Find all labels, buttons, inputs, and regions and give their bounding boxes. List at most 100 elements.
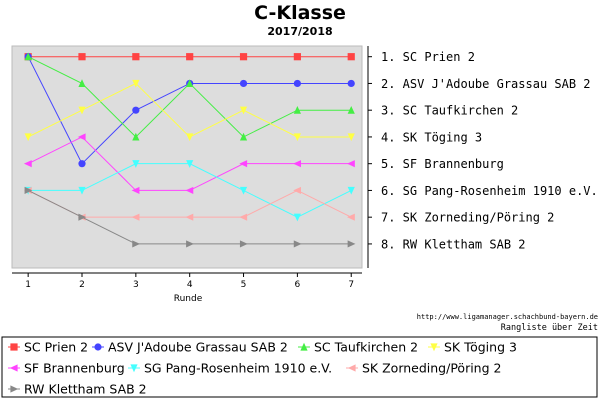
legend-marker xyxy=(347,364,356,372)
source-url[interactable]: http://www.ligamanager.schachbund-bayern… xyxy=(417,313,598,321)
data-point xyxy=(132,132,140,141)
data-point xyxy=(78,160,86,168)
data-point xyxy=(239,160,248,168)
legend-label: SK Zorneding/Pöring 2 xyxy=(362,361,501,376)
data-point xyxy=(293,105,301,114)
data-point xyxy=(78,79,86,88)
data-point xyxy=(347,186,355,195)
data-point xyxy=(78,186,86,195)
data-point xyxy=(185,186,194,195)
legend-label: RW Klettham SAB 2 xyxy=(24,382,147,397)
data-point xyxy=(293,213,301,222)
data-point xyxy=(293,79,301,88)
data-point xyxy=(347,213,355,221)
legend-label: SK Töging 3 xyxy=(444,340,517,355)
legend-item: SK Töging 3 xyxy=(428,340,517,355)
plot-area xyxy=(11,45,363,269)
legend-item: SG Pang-Rosenheim 1910 e.V. xyxy=(128,361,332,376)
standing-label: 8. RW Klettham SAB 2 xyxy=(381,237,526,251)
legend-label: SF Brannenburg xyxy=(24,361,125,376)
series-3 xyxy=(24,52,355,141)
legend-item: ASV J'Adoube Grassau SAB 2 xyxy=(92,340,288,355)
x-tick-label: 3 xyxy=(133,280,139,290)
data-point xyxy=(293,133,301,142)
data-point xyxy=(186,53,194,61)
data-point xyxy=(186,79,194,88)
series-4 xyxy=(24,79,355,142)
data-point xyxy=(186,133,194,142)
data-point xyxy=(293,240,302,248)
series-5 xyxy=(23,133,355,195)
legend-marker xyxy=(9,364,18,372)
data-point xyxy=(186,240,194,248)
x-axis-label: Runde xyxy=(174,294,203,304)
data-point xyxy=(293,53,301,61)
legend-marker xyxy=(430,343,438,352)
x-tick-label: 7 xyxy=(348,280,354,290)
data-point xyxy=(347,53,355,61)
legend-item: RW Klettham SAB 2 xyxy=(8,382,147,397)
legend-marker xyxy=(10,385,19,393)
data-point xyxy=(186,160,194,168)
data-point xyxy=(293,186,301,195)
data-point xyxy=(132,160,140,168)
series-8 xyxy=(24,186,356,248)
data-point xyxy=(23,160,32,168)
data-point xyxy=(239,213,248,221)
chart-title-group: C-Klasse 2017/2018 xyxy=(254,2,346,38)
data-point xyxy=(347,133,355,142)
x-axis-ticks: 1 2 3 4 5 6 7 xyxy=(25,273,354,290)
data-point xyxy=(78,213,87,221)
standing-label: 2. ASV J'Adoube Grassau SAB 2 xyxy=(381,77,591,91)
x-tick-label: 1 xyxy=(25,280,31,290)
x-tick-label: 5 xyxy=(241,280,247,290)
data-point xyxy=(78,106,86,115)
chart-subtitle: 2017/2018 xyxy=(267,25,332,38)
legend-item: SC Taufkirchen 2 xyxy=(298,340,418,355)
data-point xyxy=(132,79,140,88)
chart-caption: Rangliste über Zeit xyxy=(501,323,598,333)
standings-labels: 1. SC Prien 2 2. ASV J'Adoube Grassau SAB… xyxy=(368,50,598,251)
standing-label: 7. SK Zorneding/Pöring 2 xyxy=(381,211,554,225)
legend-item: SF Brannenburg xyxy=(8,361,125,376)
data-point xyxy=(239,186,248,195)
legend-label: SC Prien 2 xyxy=(24,340,88,355)
legend-marker xyxy=(94,343,102,351)
data-point xyxy=(132,53,140,61)
legend: SC Prien 2 ASV J'Adoube Grassau SAB 2 SC T… xyxy=(8,340,517,397)
legend-marker xyxy=(300,342,308,351)
data-point xyxy=(78,53,86,61)
data-point xyxy=(347,105,355,114)
data-point xyxy=(24,52,32,61)
legend-item: SC Prien 2 xyxy=(8,340,88,355)
x-tick-label: 2 xyxy=(79,280,85,290)
chart-title: C-Klasse xyxy=(254,2,346,24)
data-point xyxy=(185,213,194,221)
standing-label: 5. SF Brannenburg xyxy=(381,157,504,171)
data-point xyxy=(132,240,141,248)
standing-label: 6. SG Pang-Rosenheim 1910 e.V. xyxy=(381,184,598,198)
legend-label: SC Taufkirchen 2 xyxy=(314,340,418,355)
data-point xyxy=(239,79,248,88)
legend-marker xyxy=(10,343,18,351)
data-point xyxy=(24,186,33,195)
data-point xyxy=(239,106,248,115)
data-point xyxy=(239,53,248,61)
series-group xyxy=(23,52,356,248)
standing-label: 3. SC Taufkirchen 2 xyxy=(381,104,518,118)
legend-marker xyxy=(130,364,138,373)
data-point xyxy=(24,133,32,142)
legend-item: SK Zorneding/Pöring 2 xyxy=(346,361,501,376)
x-tick-label: 6 xyxy=(295,280,301,290)
data-point xyxy=(347,79,355,88)
legend-label: ASV J'Adoube Grassau SAB 2 xyxy=(108,340,288,355)
x-tick-label: 4 xyxy=(187,280,193,290)
data-point xyxy=(131,186,140,195)
data-point xyxy=(239,132,248,141)
data-point xyxy=(347,160,355,168)
standing-label: 1. SC Prien 2 xyxy=(381,50,475,64)
data-point xyxy=(132,106,140,114)
data-point xyxy=(77,133,86,141)
standing-label: 4. SK Töging 3 xyxy=(381,130,482,144)
